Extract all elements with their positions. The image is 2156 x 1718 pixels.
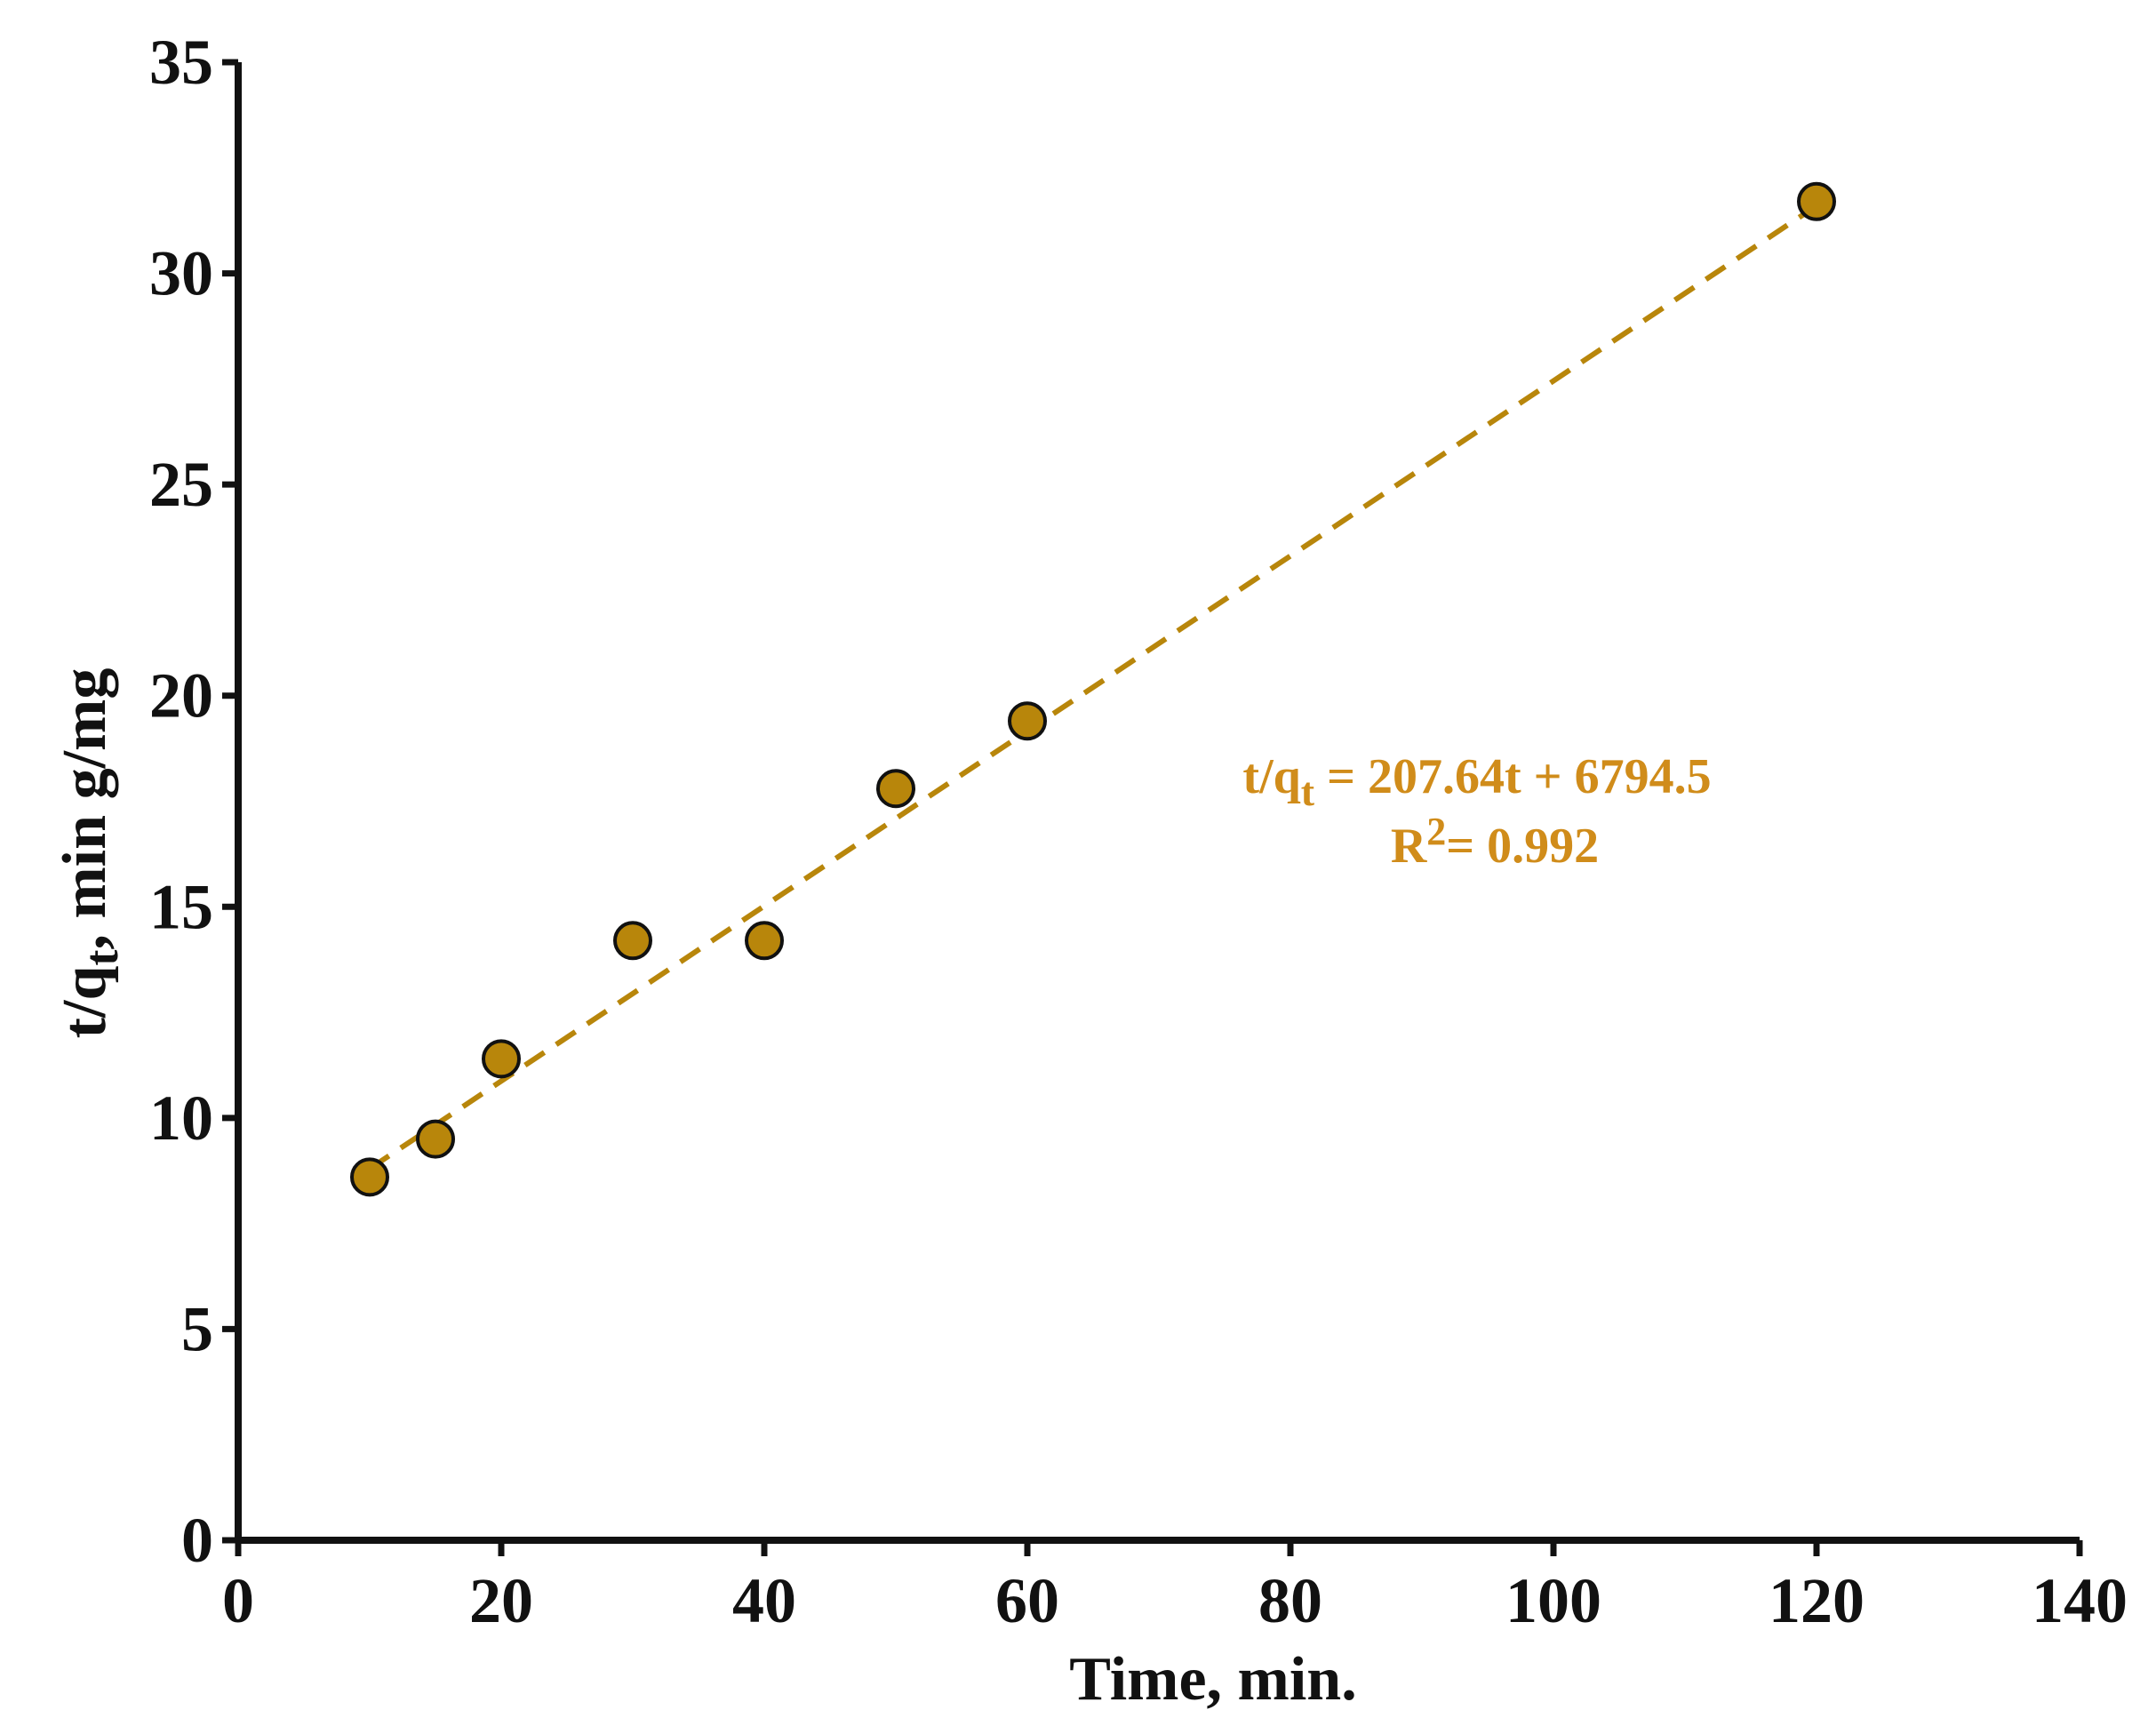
y-axis-title-suffix: , min g/mg xyxy=(51,668,119,950)
y-tick-label: 30 xyxy=(149,238,213,309)
y-tick-label: 35 xyxy=(149,27,213,98)
y-axis-title-prefix: t/q xyxy=(51,966,119,1039)
y-tick-label: 5 xyxy=(181,1293,213,1364)
y-tick-label: 15 xyxy=(149,871,213,942)
y-axis-ticks: 0 5 10 15 20 25 30 35 xyxy=(149,27,238,1576)
fit-line-group xyxy=(368,204,1818,1171)
data-point xyxy=(350,1157,389,1197)
data-point xyxy=(876,769,915,809)
data-point xyxy=(1008,701,1047,741)
equation-prefix: t/q xyxy=(1242,749,1300,804)
data-point xyxy=(745,921,784,961)
x-axis-title: Time, min. xyxy=(1069,1645,1356,1714)
x-tick-label: 120 xyxy=(1769,1565,1865,1636)
r-squared-prefix: R xyxy=(1391,819,1427,874)
y-tick-label: 0 xyxy=(181,1505,213,1576)
x-tick-label: 0 xyxy=(222,1565,254,1636)
x-tick-label: 80 xyxy=(1258,1565,1322,1636)
fit-line xyxy=(368,204,1818,1171)
data-point xyxy=(482,1039,521,1079)
r-squared-superscript: 2 xyxy=(1426,810,1446,853)
data-point xyxy=(613,921,652,961)
x-tick-label: 40 xyxy=(732,1565,796,1636)
data-point xyxy=(416,1119,455,1159)
x-tick-label: 100 xyxy=(1505,1565,1601,1636)
data-point xyxy=(1797,181,1836,221)
equation-subscript: t xyxy=(1301,769,1315,814)
y-axis-title: t/qt, min g/mg xyxy=(51,668,128,1039)
x-tick-label: 20 xyxy=(469,1565,533,1636)
y-tick-label: 25 xyxy=(149,449,213,520)
data-points xyxy=(350,181,1836,1197)
regression-equation: t/qt = 207.64t + 6794.5 xyxy=(1242,749,1711,814)
regression-annotation: t/qt = 207.64t + 6794.5 R2= 0.992 xyxy=(1242,749,1711,874)
y-tick-label: 10 xyxy=(149,1083,213,1154)
equation-suffix: = 207.64t + 6794.5 xyxy=(1314,749,1711,804)
axes xyxy=(235,62,2080,1544)
x-tick-label: 140 xyxy=(2032,1565,2128,1636)
x-tick-label: 60 xyxy=(995,1565,1059,1636)
r-squared-suffix: = 0.992 xyxy=(1446,819,1599,874)
y-tick-label: 20 xyxy=(149,660,213,731)
x-axis-ticks: 0 20 40 60 80 100 120 140 xyxy=(222,1540,2128,1636)
y-axis-title-subscript: t xyxy=(75,950,128,966)
r-squared: R2= 0.992 xyxy=(1391,810,1599,874)
